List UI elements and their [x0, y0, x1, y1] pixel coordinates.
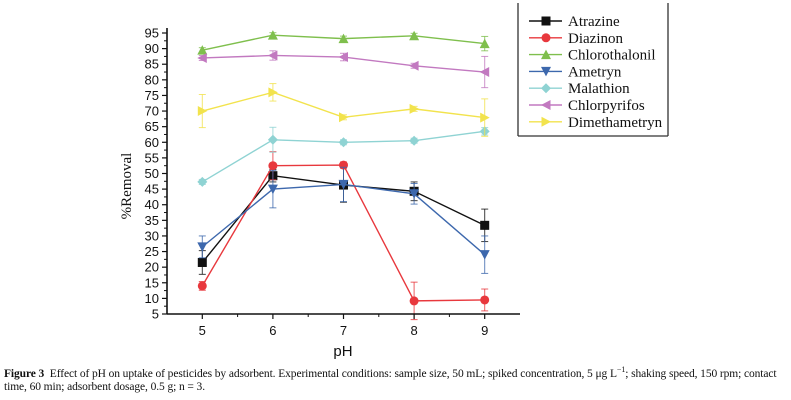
data-point — [197, 106, 208, 117]
data-point — [267, 184, 278, 195]
data-point — [338, 52, 348, 63]
legend-marker — [541, 66, 551, 77]
legend-label: Ametryn — [568, 64, 622, 80]
y-tick-label: 45 — [145, 182, 159, 197]
y-tick-label: 95 — [145, 26, 159, 41]
data-point — [197, 242, 208, 252]
data-point — [267, 134, 278, 145]
y-tick-label: 25 — [145, 244, 159, 259]
data-point — [479, 67, 490, 78]
data-point — [480, 220, 490, 230]
y-tick-label: 50 — [145, 166, 159, 181]
series-chlorothalonil — [197, 30, 490, 55]
x-tick-label: 8 — [410, 323, 417, 338]
x-tick-label: 6 — [269, 323, 276, 338]
data-point — [479, 250, 490, 260]
legend-item-ametryn: Ametryn — [529, 64, 622, 80]
legend-label: Atrazine — [568, 14, 620, 30]
legend-label: Diazinon — [568, 31, 623, 47]
y-tick-label: 30 — [145, 228, 159, 243]
y-axis-title: %Removal — [119, 153, 135, 220]
legend-item-atrazine: Atrazine — [529, 14, 620, 30]
legend-marker — [541, 100, 551, 110]
legend-marker — [541, 16, 551, 26]
data-point — [338, 33, 349, 44]
data-point — [479, 38, 490, 49]
legend-marker — [541, 116, 551, 127]
legend-item-dimethametryn: Dimethametryn — [529, 115, 663, 131]
data-point — [480, 112, 490, 123]
legend-label: Chlorothalonil — [568, 48, 656, 64]
x-tick-label: 7 — [340, 323, 347, 338]
series-line — [202, 91, 485, 119]
y-tick-label: 75 — [145, 88, 159, 103]
y-tick-label: 10 — [145, 291, 159, 306]
y-tick-label: 65 — [145, 119, 159, 134]
y-tick-label: 20 — [145, 260, 159, 275]
legend-item-chlorpyrifos: Chlorpyrifos — [529, 98, 645, 114]
legend-marker — [541, 83, 551, 94]
data-point — [409, 189, 420, 199]
legend: AtrazineDiazinonChlorothalonilAmetrynMal… — [517, 3, 669, 137]
data-point — [197, 176, 208, 187]
y-tick-label: 70 — [145, 104, 159, 119]
legend-label: Malathion — [568, 81, 630, 97]
legend-item-chlorothalonil: Chlorothalonil — [529, 48, 656, 64]
data-point — [267, 30, 278, 40]
caption-text-1: Effect of pH on uptake of pesticides by … — [49, 368, 617, 380]
plot-area — [197, 30, 490, 321]
series-diazinon — [197, 151, 490, 321]
data-point — [409, 135, 420, 146]
x-tick-label: 9 — [481, 323, 488, 338]
series-dimethametryn — [197, 83, 490, 137]
data-point — [197, 52, 207, 63]
y-tick-label: 5 — [152, 307, 159, 322]
data-point — [339, 112, 349, 123]
legend-label: Dimethametryn — [568, 115, 663, 131]
data-point — [480, 295, 490, 305]
data-point — [197, 281, 207, 291]
y-tick-label: 85 — [145, 57, 159, 72]
legend-label: Chlorpyrifos — [568, 98, 645, 114]
data-point — [267, 50, 278, 61]
data-point — [409, 60, 419, 71]
legend-item-malathion: Malathion — [529, 81, 630, 97]
caption-text-2: ; shaking speed, 150 rpm; contact time, … — [4, 368, 777, 393]
caption-label: Figure 3 — [4, 368, 45, 380]
legend-item-diazinon: Diazinon — [529, 31, 623, 47]
series-malathion — [197, 126, 490, 187]
figure-caption: Figure 3 Effect of pH on uptake of pesti… — [4, 365, 790, 394]
y-tick-label: 60 — [145, 135, 159, 150]
data-point — [268, 161, 278, 171]
data-point — [409, 296, 419, 306]
series-ametryn — [197, 166, 490, 274]
data-point — [409, 103, 420, 114]
y-tick-label: 80 — [145, 72, 159, 87]
legend-marker — [541, 33, 551, 43]
x-tick-label: 5 — [199, 323, 206, 338]
y-tick-label: 35 — [145, 213, 159, 228]
data-point — [197, 45, 208, 55]
legend-marker — [541, 49, 551, 60]
data-point — [338, 179, 349, 190]
y-tick-label: 15 — [145, 275, 159, 290]
series-chlorpyrifos — [197, 50, 490, 89]
y-tick-label: 40 — [145, 197, 159, 212]
data-point — [338, 137, 349, 148]
data-point — [409, 30, 420, 41]
data-point — [268, 87, 278, 98]
x-axis-title: pH — [333, 343, 352, 360]
data-point — [197, 257, 207, 267]
y-tick-label: 90 — [145, 41, 159, 56]
caption-superscript: −1 — [616, 365, 626, 375]
y-tick-label: 55 — [145, 150, 159, 165]
